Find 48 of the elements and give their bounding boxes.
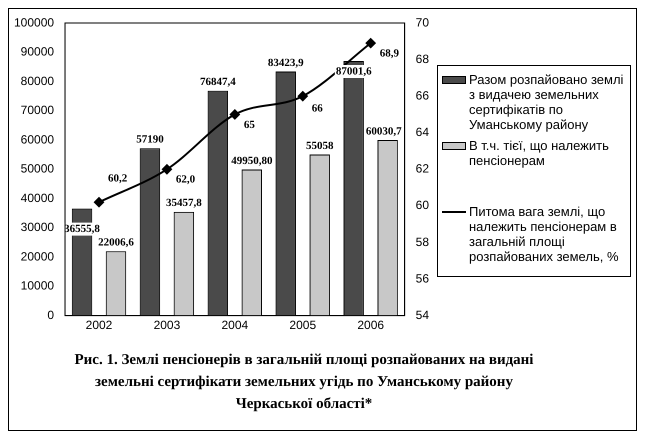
legend-label: Питома вага землі, що належить пенсіонерам в загальній площі розпайованих земель, %	[469, 204, 620, 264]
y-tick-label: 80000	[20, 74, 54, 88]
y2-tick-label: 56	[416, 271, 430, 286]
y2-tick-label: 68	[416, 52, 430, 66]
data-label: 57190	[136, 134, 164, 146]
text: Рис. 1. Землі пенсіонерів в загальній площі розпайованих на видані земельні сертифікати земельних угідь по Уманському району Черкаської області*	[74, 351, 534, 414]
y-tick-label: 30000	[20, 220, 54, 234]
y2-tick-label: 58	[416, 234, 430, 249]
y2-tick-label: 62	[416, 162, 430, 176]
y-tick-label: 0	[47, 308, 54, 322]
x-tick-label: 2005	[289, 318, 316, 332]
data-label: 68,9	[380, 47, 400, 60]
x-tick-label: 2004	[221, 318, 249, 332]
data-label: 22006,6	[98, 236, 134, 249]
point	[94, 197, 104, 208]
data-label: 60030,7	[366, 125, 402, 138]
legend-label: Разом розпайовано землі з видачею земельних сертифікатів по Уманському району	[469, 72, 624, 132]
point	[230, 109, 240, 120]
data-label: 35457,8	[166, 197, 202, 210]
y2-tick-label: 60	[416, 198, 430, 212]
data-label: 87001,6	[336, 65, 372, 78]
y2-tick-label: 66	[416, 88, 430, 102]
point	[298, 91, 308, 102]
x-tick-label: 2006	[357, 318, 384, 332]
data-label: 66	[312, 102, 324, 114]
data-label: 55058	[306, 140, 334, 152]
data-label: 60,2	[108, 172, 128, 185]
y2-tick-label: 54	[416, 308, 430, 322]
point	[162, 164, 172, 174]
x-tick-label: 2002	[86, 318, 113, 332]
y-tick-label: 40000	[20, 190, 54, 205]
legend-label: В т.ч. тієї, що належить пенсіонерам	[469, 138, 610, 168]
data-label: 76847,4	[200, 76, 236, 88]
y-tick-label: 50000	[20, 162, 54, 176]
y-tick-label: 90000	[20, 44, 54, 59]
y-tick-label: 20000	[20, 249, 54, 264]
data-label: 83423,9	[268, 56, 304, 69]
y-tick-label: 60000	[20, 132, 54, 146]
y2-tick-label: 70	[416, 15, 430, 30]
data-label: 65	[244, 118, 256, 131]
point	[366, 38, 376, 48]
x-tick-label: 2003	[154, 318, 181, 332]
y-tick-label: 100000	[14, 15, 54, 30]
data-label: 62,0	[176, 174, 196, 186]
y2-tick-label: 64	[416, 125, 430, 140]
y-tick-label: 10000	[20, 278, 54, 293]
data-label: 49950,80	[231, 154, 273, 167]
y-tick-label: 70000	[20, 103, 54, 118]
